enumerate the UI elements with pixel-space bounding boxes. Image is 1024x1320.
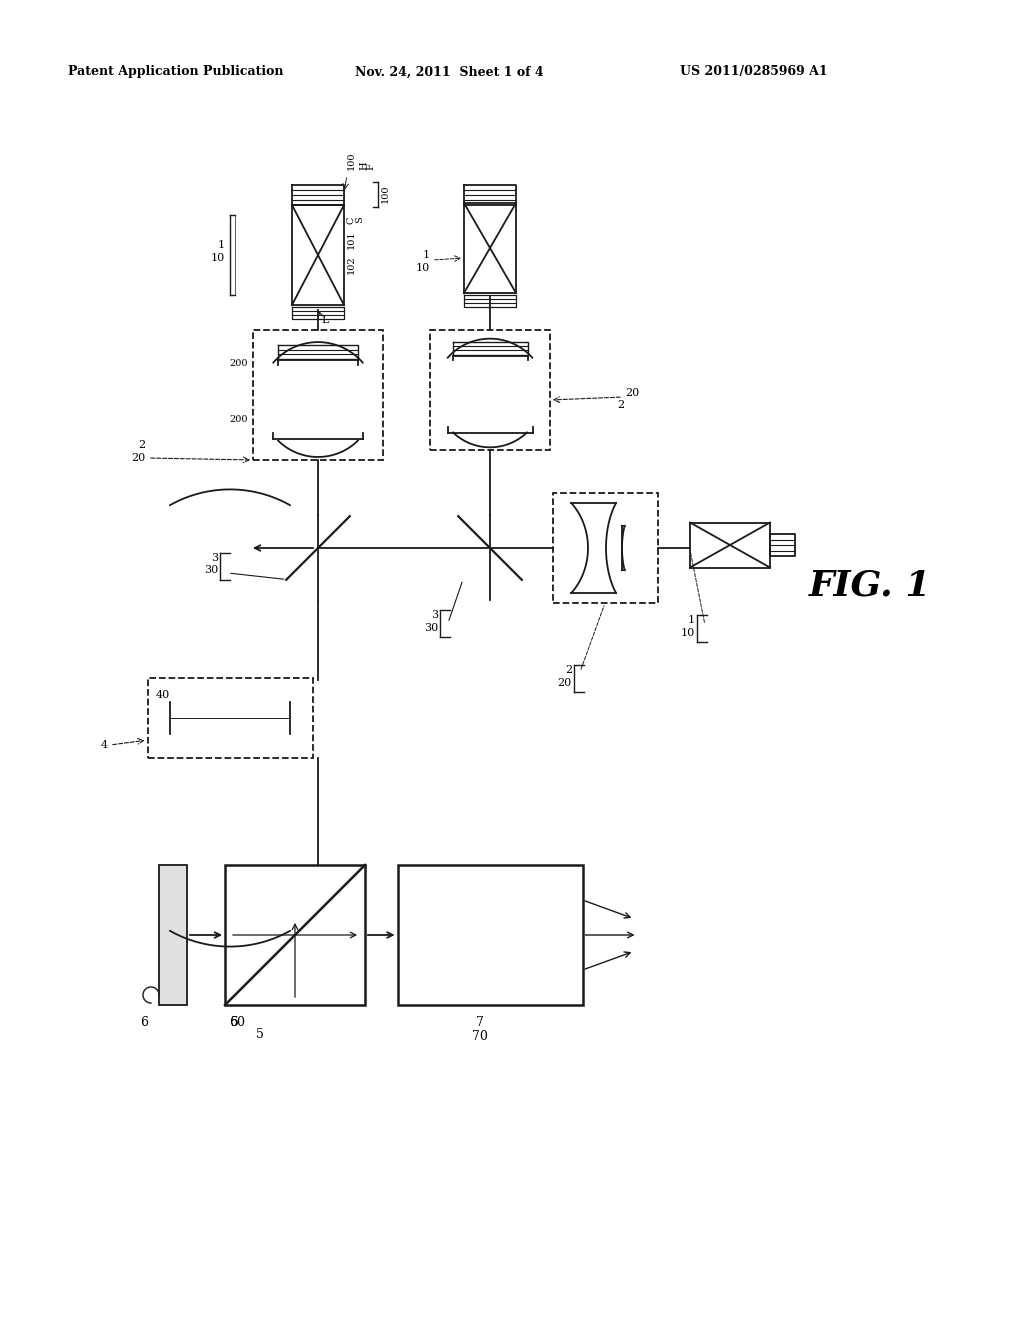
- Bar: [225, 865, 365, 1005]
- Bar: [147, 678, 312, 758]
- Text: 2: 2: [138, 440, 145, 450]
- Text: 20: 20: [558, 678, 572, 688]
- Text: 200: 200: [229, 416, 248, 425]
- Bar: [253, 330, 383, 459]
- Bar: [159, 865, 187, 1005]
- Text: C: C: [347, 216, 356, 223]
- Text: US 2011/0285969 A1: US 2011/0285969 A1: [680, 66, 827, 78]
- Bar: [292, 205, 344, 305]
- Text: 6: 6: [140, 1016, 148, 1030]
- Text: 2: 2: [565, 665, 572, 675]
- Text: 100: 100: [347, 152, 356, 170]
- Text: 20: 20: [625, 388, 639, 399]
- Text: 200: 200: [229, 359, 248, 367]
- Text: 100: 100: [381, 185, 390, 203]
- Text: 30: 30: [204, 565, 218, 576]
- Text: 10: 10: [416, 263, 430, 273]
- Bar: [690, 523, 770, 568]
- Text: 1: 1: [688, 615, 695, 624]
- Text: 101: 101: [347, 231, 356, 249]
- Text: 20: 20: [131, 453, 145, 463]
- Text: Nov. 24, 2011  Sheet 1 of 4: Nov. 24, 2011 Sheet 1 of 4: [355, 66, 544, 78]
- Text: 5: 5: [231, 1016, 239, 1030]
- Text: 70: 70: [472, 1031, 488, 1044]
- Bar: [464, 203, 516, 293]
- Text: S: S: [355, 216, 364, 223]
- Text: 2: 2: [617, 400, 624, 411]
- Bar: [397, 865, 583, 1005]
- Text: 7: 7: [476, 1016, 484, 1030]
- Text: 60: 60: [229, 1016, 245, 1030]
- Text: 30: 30: [424, 623, 438, 634]
- Text: 10: 10: [211, 253, 225, 263]
- Text: H: H: [359, 161, 368, 170]
- Text: 10: 10: [681, 628, 695, 638]
- Text: FIG. 1: FIG. 1: [809, 568, 931, 602]
- Text: L: L: [321, 315, 329, 325]
- Text: 3: 3: [431, 610, 438, 620]
- Bar: [430, 330, 550, 450]
- Text: 3: 3: [211, 553, 218, 564]
- Text: 1: 1: [423, 249, 430, 260]
- Text: 1: 1: [218, 240, 225, 249]
- Bar: [553, 492, 657, 603]
- Text: Patent Application Publication: Patent Application Publication: [68, 66, 284, 78]
- Text: F: F: [366, 164, 375, 170]
- Text: 4: 4: [101, 741, 108, 750]
- Text: 5: 5: [256, 1028, 264, 1041]
- Text: 102: 102: [347, 256, 356, 275]
- Text: 40: 40: [156, 690, 170, 700]
